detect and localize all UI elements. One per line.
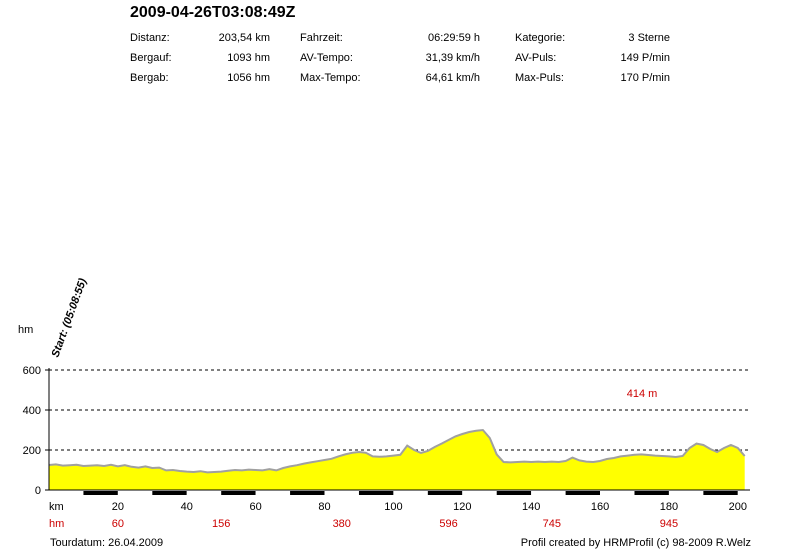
x-tick-label: 160 [591,501,609,513]
x-scale-segment [324,491,359,495]
stat-label-bergauf: Bergauf: [130,52,172,64]
tour-date: Tourdatum: 26.04.2009 [50,537,164,549]
x-scale-segment [462,491,497,495]
climb-value: 596 [439,518,457,530]
x-scale-segment [186,491,222,495]
x-scale-segment [358,491,394,495]
x-scale-segment [600,491,635,495]
climb-value: 60 [112,518,124,530]
x-scale-segment [634,491,669,495]
stat-label-av-tempo: AV-Tempo: [300,52,353,64]
x-scale-segment [83,491,118,495]
x-tick-label: 120 [453,501,471,513]
stat-label-fahrzeit: Fahrzeit: [300,32,343,44]
stat-label-kategorie: Kategorie: [515,32,566,44]
climb-value: 745 [543,518,561,530]
climb-value: 380 [333,518,351,530]
x-scale-segment [668,491,704,495]
x-scale-segment [255,491,291,495]
x-tick-label: 180 [660,501,678,513]
stat-value-fahrzeit: 06:29:59 h [428,32,480,44]
x-scale-segment [290,491,325,495]
stat-value-bergab: 1056 hm [227,72,270,84]
stat-value-max-tempo: 64,61 km/h [425,72,480,84]
x-scale-segment [531,491,566,495]
x-scale-segment [565,491,601,495]
axes [45,368,750,495]
x-scale-segment [427,491,463,495]
y-tick-label: 600 [23,365,41,377]
page-title: 2009-04-26T03:08:49Z [130,4,296,21]
stat-value-max-puls: 170 P/min [620,72,670,84]
y-axis-label: hm [18,324,33,336]
x-tick-label: 140 [522,501,540,513]
x-scale-segment [152,491,187,495]
elevation-outline [48,428,746,474]
x-scale-segment [737,491,750,495]
stat-value-bergauf: 1093 hm [227,52,270,64]
climb-row-label: hm [49,518,64,530]
start-annotation: Start: (05:08:55) [50,276,90,359]
stat-label-av-puls: AV-Puls: [515,52,557,64]
stat-value-distanz: 203,54 km [218,32,270,44]
max-elevation-label: 414 m [627,388,658,400]
x-tick-label: 60 [250,501,262,513]
stat-label-max-tempo: Max-Tempo: [300,72,361,84]
x-scale-segment [49,491,84,495]
x-scale-segment [221,491,256,495]
climb-value: 156 [212,518,230,530]
elevation-area [49,430,745,490]
y-tick-label: 0 [35,485,41,497]
stat-value-av-tempo: 31,39 km/h [425,52,480,64]
stat-label-bergab: Bergab: [130,72,169,84]
x-tick-label: 200 [729,501,747,513]
stat-label-distanz: Distanz: [130,32,170,44]
y-tick-label: 400 [23,405,41,417]
stat-value-av-puls: 149 P/min [620,52,670,64]
stat-value-kategorie: 3 Sterne [628,32,670,44]
x-scale-segment [703,491,738,495]
x-tick-label: 20 [112,501,124,513]
credit-text: Profil created by HRMProfil (c) 98-2009 … [520,537,751,549]
climb-value: 945 [660,518,678,530]
stat-label-max-puls: Max-Puls: [515,72,564,84]
x-tick-label: 40 [181,501,193,513]
y-tick-label: 200 [23,445,41,457]
x-tick-label: 100 [384,501,402,513]
x-scale-segment [117,491,153,495]
grid-lines [49,369,750,451]
x-scale-segment [496,491,532,495]
x-scale-segment [393,491,428,495]
x-tick-label: 80 [318,501,330,513]
x-axis-label: km [49,501,64,513]
